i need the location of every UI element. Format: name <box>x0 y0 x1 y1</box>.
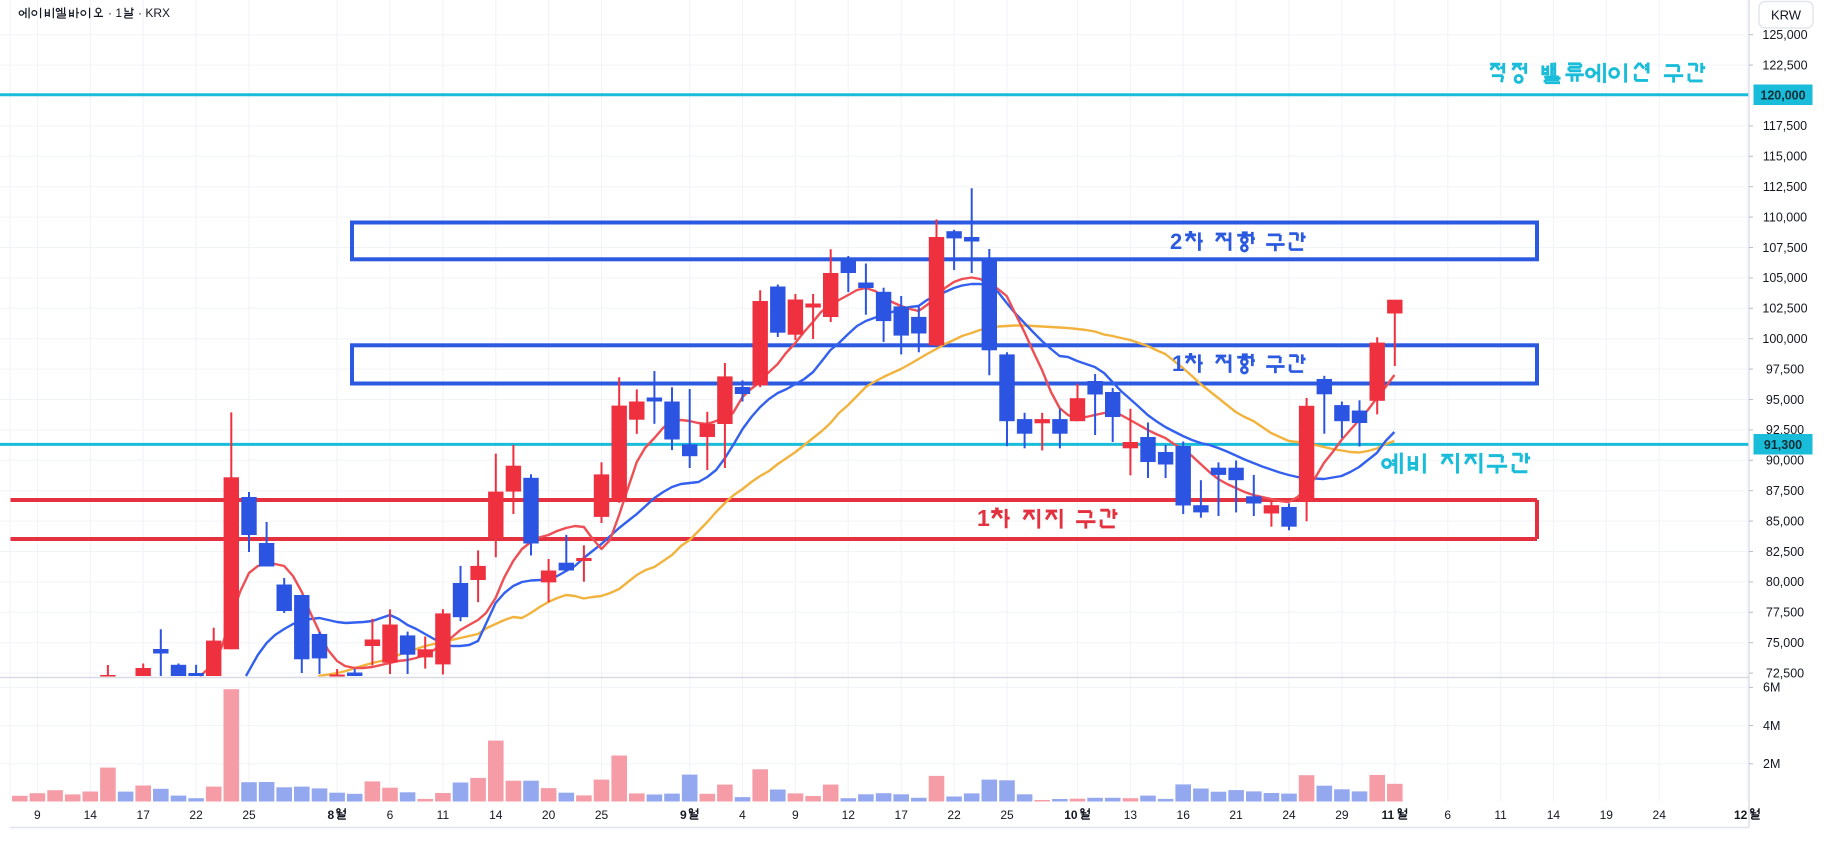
svg-text:91,300: 91,300 <box>1764 438 1802 452</box>
svg-text:120,000: 120,000 <box>1760 89 1805 103</box>
svg-text:11: 11 <box>1494 808 1507 822</box>
svg-text:80,000: 80,000 <box>1766 575 1804 589</box>
svg-text:117,500: 117,500 <box>1763 119 1807 133</box>
svg-text:10: 10 <box>1064 808 1078 822</box>
svg-text:12: 12 <box>842 808 856 822</box>
svg-text:9: 9 <box>792 808 799 822</box>
svg-text:77,500: 77,500 <box>1766 606 1804 620</box>
svg-text:24: 24 <box>1653 808 1667 822</box>
svg-text:2: 2 <box>1170 229 1182 254</box>
svg-text:2M: 2M <box>1763 757 1780 771</box>
svg-text:112,500: 112,500 <box>1763 180 1807 194</box>
svg-text:102,500: 102,500 <box>1762 302 1807 316</box>
svg-text:100,000: 100,000 <box>1762 332 1807 346</box>
svg-text:25: 25 <box>242 808 256 822</box>
svg-text:12: 12 <box>1734 808 1748 822</box>
svg-text:24: 24 <box>1282 808 1296 822</box>
svg-text:· 1: · 1 <box>108 6 122 20</box>
svg-text:1: 1 <box>1172 351 1184 376</box>
svg-text:87,500: 87,500 <box>1766 484 1804 498</box>
svg-text:22: 22 <box>947 808 961 822</box>
svg-text:KRW: KRW <box>1771 8 1802 23</box>
svg-text:9: 9 <box>680 808 687 822</box>
svg-text:· KRX: · KRX <box>138 6 170 20</box>
svg-text:9: 9 <box>34 808 41 822</box>
svg-text:8: 8 <box>328 808 335 822</box>
svg-text:72,500: 72,500 <box>1766 666 1804 680</box>
svg-text:95,000: 95,000 <box>1766 393 1804 407</box>
svg-text:6M: 6M <box>1763 681 1780 695</box>
svg-text:122,500: 122,500 <box>1762 58 1807 72</box>
svg-text:90,000: 90,000 <box>1766 454 1804 468</box>
svg-text:20: 20 <box>542 808 556 822</box>
svg-text:6: 6 <box>387 808 394 822</box>
svg-text:14: 14 <box>1547 808 1561 822</box>
svg-text:85,000: 85,000 <box>1766 514 1804 528</box>
svg-text:115,000: 115,000 <box>1763 150 1807 164</box>
svg-text:21: 21 <box>1229 808 1243 822</box>
svg-text:1: 1 <box>977 505 990 531</box>
svg-text:105,000: 105,000 <box>1762 271 1807 285</box>
svg-text:25: 25 <box>595 808 609 822</box>
svg-text:107,500: 107,500 <box>1762 241 1807 255</box>
svg-text:11: 11 <box>437 808 450 822</box>
svg-text:17: 17 <box>137 808 151 822</box>
svg-text:4M: 4M <box>1763 719 1780 733</box>
svg-text:75,000: 75,000 <box>1766 636 1804 650</box>
svg-text:125,000: 125,000 <box>1762 28 1807 42</box>
svg-text:97,500: 97,500 <box>1766 362 1804 376</box>
svg-text:6: 6 <box>1444 808 1451 822</box>
svg-text:29: 29 <box>1335 808 1349 822</box>
svg-text:17: 17 <box>895 808 909 822</box>
svg-text:13: 13 <box>1124 808 1138 822</box>
svg-text:19: 19 <box>1600 808 1614 822</box>
svg-text:92,500: 92,500 <box>1766 423 1804 437</box>
svg-text:82,500: 82,500 <box>1766 545 1804 559</box>
svg-text:16: 16 <box>1177 808 1191 822</box>
svg-text:14: 14 <box>84 808 98 822</box>
svg-text:11: 11 <box>1382 808 1395 822</box>
svg-text:110,000: 110,000 <box>1763 210 1807 224</box>
svg-text:22: 22 <box>189 808 203 822</box>
svg-text:25: 25 <box>1000 808 1014 822</box>
svg-text:14: 14 <box>489 808 503 822</box>
svg-text:4: 4 <box>739 808 746 822</box>
